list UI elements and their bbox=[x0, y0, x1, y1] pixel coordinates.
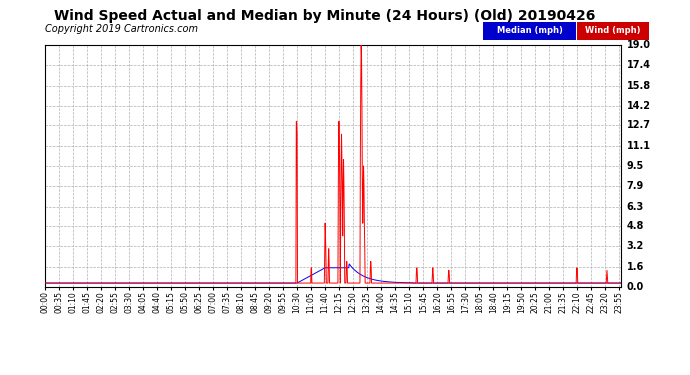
Text: 7.9: 7.9 bbox=[627, 181, 644, 191]
Text: 9.5: 9.5 bbox=[627, 161, 644, 171]
Text: 17.4: 17.4 bbox=[627, 60, 651, 70]
Text: Median (mph): Median (mph) bbox=[497, 26, 562, 35]
Text: Copyright 2019 Cartronics.com: Copyright 2019 Cartronics.com bbox=[45, 24, 198, 34]
Text: 4.8: 4.8 bbox=[627, 221, 644, 231]
Text: 1.6: 1.6 bbox=[627, 261, 644, 272]
Text: 15.8: 15.8 bbox=[627, 81, 651, 91]
Text: 12.7: 12.7 bbox=[627, 120, 651, 130]
Text: 6.3: 6.3 bbox=[627, 202, 644, 211]
Text: 19.0: 19.0 bbox=[627, 40, 651, 50]
Text: Wind (mph): Wind (mph) bbox=[585, 26, 641, 35]
Text: 11.1: 11.1 bbox=[627, 141, 651, 151]
Text: Wind Speed Actual and Median by Minute (24 Hours) (Old) 20190426: Wind Speed Actual and Median by Minute (… bbox=[54, 9, 595, 23]
Text: 3.2: 3.2 bbox=[627, 241, 644, 251]
Text: 0.0: 0.0 bbox=[627, 282, 644, 292]
Text: 14.2: 14.2 bbox=[627, 101, 651, 111]
